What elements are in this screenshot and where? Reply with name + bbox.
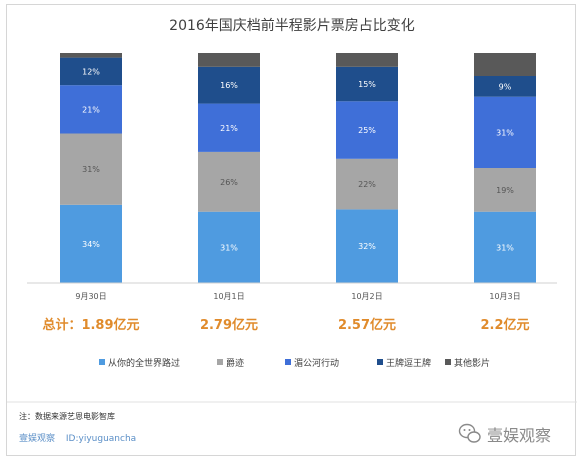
bar-segment <box>198 53 260 67</box>
segment-value-label: 21% <box>220 124 238 133</box>
wechat-icon <box>458 423 481 443</box>
bar-segment <box>336 209 398 283</box>
bar-segment <box>60 57 122 86</box>
bar-segment <box>336 158 398 210</box>
segment-value-label: 32% <box>358 242 376 251</box>
legend-item: 从你的全世界路过 <box>99 357 180 369</box>
segment-value-label: 25% <box>358 126 376 135</box>
bar-segment <box>60 133 122 205</box>
legend-item: 爵迹 <box>217 357 244 369</box>
legend-item: 王牌逗王牌 <box>377 357 431 369</box>
x-tick-labels: 9月30日 10月1日 10月2日 10月3日 <box>75 292 520 301</box>
segment-value-label: 16% <box>220 81 238 90</box>
stacked-bar-chart: 2016年国庆档前半程影片票房占比变化 34% 31% 21% 12% 31% 26% 21… <box>7 17 577 445</box>
bar-segment <box>198 211 260 283</box>
total-box-office-label: 2.2亿元 <box>480 317 529 333</box>
x-tick-label: 10月1日 <box>213 292 244 301</box>
segment-value-label: 31% <box>82 165 100 174</box>
x-tick-label: 10月2日 <box>351 292 382 301</box>
legend-label: 其他影片 <box>454 357 490 369</box>
source-note: 注：数据来源艺恩电影智库 <box>19 411 115 421</box>
segment-value-label: 34% <box>82 240 100 249</box>
legend-label: 王牌逗王牌 <box>386 357 431 369</box>
bar-segment <box>198 66 260 104</box>
brand-id: ID:yiyuguancha <box>66 434 136 444</box>
segment-value-label: 31% <box>496 128 514 137</box>
chart-frame: 2016年国庆档前半程影片票房占比变化 34% 31% 21% 12% 31% 26% 21… <box>6 4 577 456</box>
bar-segment <box>474 96 536 168</box>
total-labels: 总计：1.89亿元 2.79亿元 2.57亿元 2.2亿元 <box>42 317 529 333</box>
legend-swatch <box>217 359 223 365</box>
legend-swatch <box>285 359 291 365</box>
bar-segment <box>474 168 536 212</box>
segment-value-label: 31% <box>220 243 238 252</box>
wechat-watermark: 壹娱观察 <box>458 423 551 445</box>
legend-swatch <box>445 359 451 365</box>
total-box-office-label: 总计：1.89亿元 <box>42 317 139 333</box>
brand-name: 壹娱观察 ID:yiyuguancha <box>19 432 136 444</box>
segment-value-label: 12% <box>82 67 100 76</box>
bar-segment <box>336 66 398 102</box>
legend-item: 其他影片 <box>445 357 490 369</box>
bar-segment <box>474 211 536 283</box>
total-box-office-label: 2.79亿元 <box>200 317 258 333</box>
legend-swatch <box>99 359 105 365</box>
segment-value-label: 15% <box>358 80 376 89</box>
bar-segment <box>198 151 260 212</box>
segment-value-label: 26% <box>220 178 238 187</box>
x-tick-label: 9月30日 <box>75 292 106 301</box>
brand-label: 壹娱观察 <box>19 432 55 444</box>
segment-value-label: 22% <box>358 180 376 189</box>
segment-value-label: 9% <box>499 82 512 91</box>
legend-label: 从你的全世界路过 <box>108 357 180 369</box>
total-box-office-label: 2.57亿元 <box>338 317 396 333</box>
segment-value-label: 31% <box>496 243 514 252</box>
segment-value-label: 21% <box>82 105 100 114</box>
legend-item: 湄公河行动 <box>285 357 339 369</box>
legend-swatch <box>377 359 383 365</box>
watermark-text: 壹娱观察 <box>487 426 551 445</box>
bar-segment <box>336 53 398 67</box>
bar-segment <box>60 204 122 283</box>
bar-segment <box>60 53 122 58</box>
legend: 从你的全世界路过 爵迹 湄公河行动 王牌逗王牌 其他影片 <box>99 357 490 369</box>
x-tick-label: 10月3日 <box>489 292 520 301</box>
legend-label: 湄公河行动 <box>294 357 339 369</box>
legend-label: 爵迹 <box>226 357 244 369</box>
segment-value-label: 19% <box>496 186 514 195</box>
bar-segment <box>60 85 122 134</box>
bar-segment <box>474 76 536 97</box>
bars-group: 34% 31% 21% 12% 31% 26% 21% 16% 32% 22% 25% 15% 31% 1… <box>60 53 536 283</box>
bar-segment <box>198 103 260 152</box>
bar-segment <box>474 53 536 76</box>
chart-title: 2016年国庆档前半程影片票房占比变化 <box>169 17 415 34</box>
bar-segment <box>336 101 398 159</box>
